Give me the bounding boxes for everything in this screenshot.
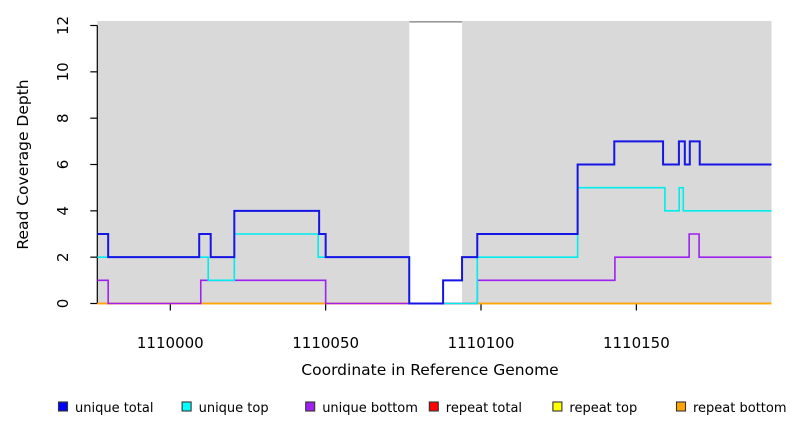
y-axis-label: Read Coverage Depth <box>14 79 32 249</box>
series-unique-total-line <box>97 140 772 305</box>
repeat-bottom-swatch <box>675 401 687 412</box>
series-unique-top-line <box>97 186 772 305</box>
panel-region <box>97 21 410 304</box>
legend-item-label: repeat top <box>569 401 637 416</box>
x-tick-label: 1110000 <box>137 334 204 352</box>
axes: 0 2 4 6 8 10 12 1110000 1110050 1110100 1110150 <box>54 16 670 352</box>
legend-item-unique-top: unique top <box>181 401 269 416</box>
x-tick-label: 1110100 <box>448 334 515 352</box>
legend-item-label: unique bottom <box>322 401 418 416</box>
panel-background <box>97 20 772 304</box>
y-tick-label: 6 <box>54 160 72 170</box>
unique-total-swatch <box>57 401 69 412</box>
panel-region <box>462 21 772 304</box>
legend-item-label: unique top <box>199 401 269 416</box>
y-tick-label: 0 <box>54 299 72 309</box>
legend-item-repeat-total: repeat total <box>428 401 522 416</box>
legend-item-repeat-bottom: repeat bottom <box>675 401 787 416</box>
x-tick-label: 1110150 <box>603 334 670 352</box>
legend-item-label: repeat bottom <box>693 401 787 416</box>
y-tick-label: 8 <box>54 113 72 123</box>
series-lines <box>97 140 772 305</box>
y-tick-label: 2 <box>54 252 72 262</box>
x-axis-label: Coordinate in Reference Genome <box>301 361 558 379</box>
legend-item-unique-bottom: unique bottom <box>305 401 418 416</box>
y-tick-label: 12 <box>54 16 72 35</box>
unique-bottom-swatch <box>305 401 316 412</box>
legend-item-label: repeat total <box>446 401 522 416</box>
legend-item-repeat-top: repeat top <box>552 401 637 416</box>
legend-item-unique-total: unique total <box>57 401 153 416</box>
repeat-top-swatch <box>552 401 563 412</box>
y-tick-label: 4 <box>54 206 72 216</box>
y-tick-label: 10 <box>54 62 72 81</box>
legend-item-label: unique total <box>75 401 153 416</box>
repeat-total-swatch <box>428 401 439 412</box>
legend: unique total unique top unique bottom repea… <box>57 401 787 416</box>
x-tick-label: 1110050 <box>292 334 359 352</box>
unique-top-swatch <box>181 401 192 412</box>
